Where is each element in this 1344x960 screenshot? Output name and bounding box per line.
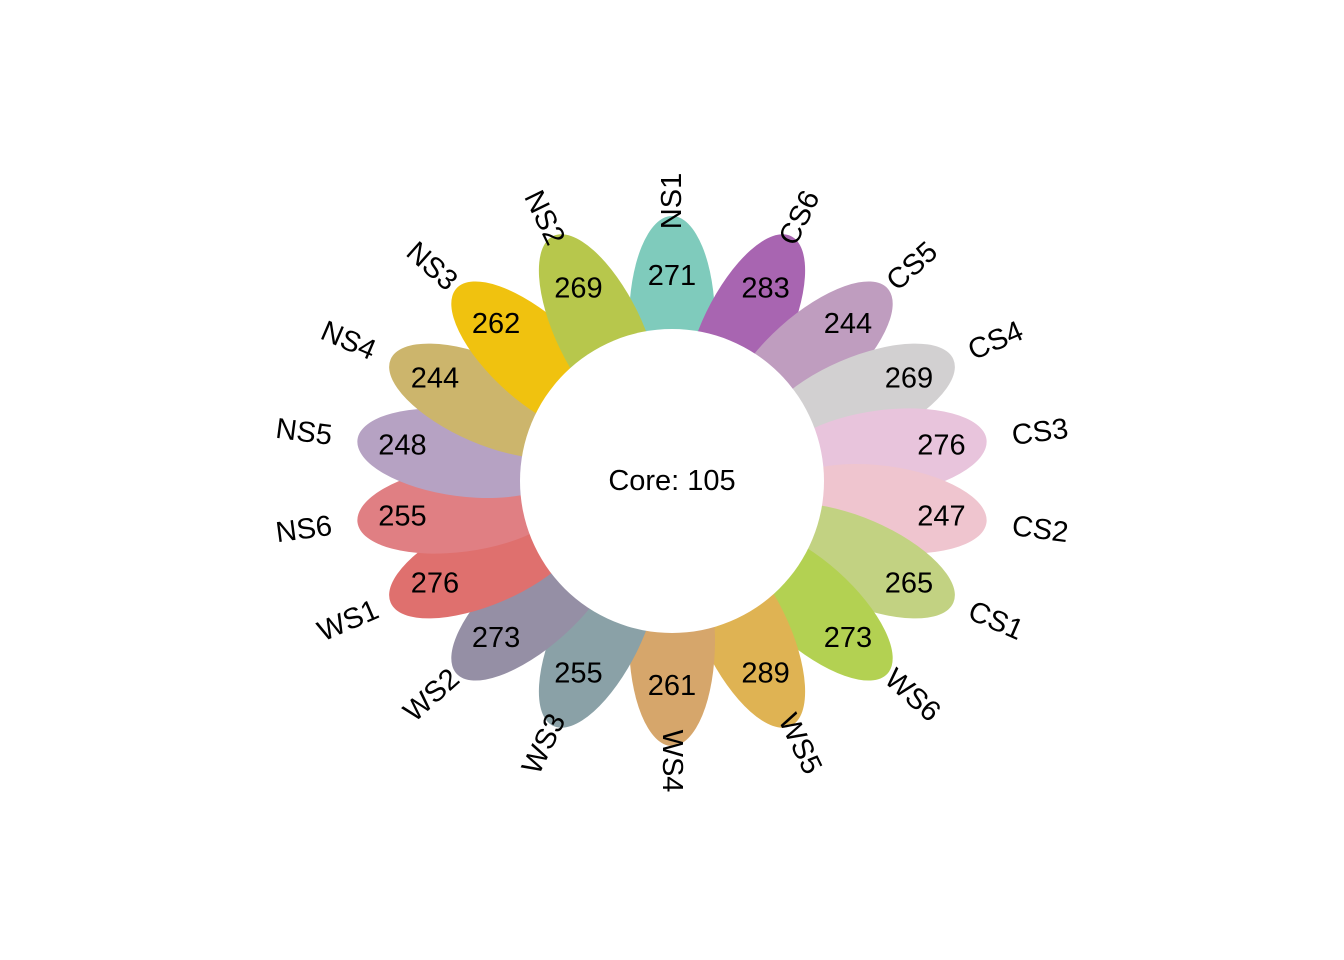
petal-label-cs6: CS6 <box>773 186 826 251</box>
petal-value-ns5: 248 <box>378 429 426 461</box>
petal-value-ws4: 261 <box>648 670 696 702</box>
core-label: Core: 105 <box>608 465 735 497</box>
petal-value-ws2: 273 <box>472 622 520 654</box>
petal-value-ns2: 269 <box>554 272 602 304</box>
petal-label-ns4: NS4 <box>316 315 380 367</box>
petal-value-ns4: 244 <box>411 363 459 395</box>
petal-label-ns5: NS5 <box>274 413 334 452</box>
petal-value-cs3: 276 <box>917 429 965 461</box>
petal-label-ws5: WS5 <box>772 709 828 780</box>
petal-label-cs1: CS1 <box>963 595 1027 647</box>
petal-value-ws1: 276 <box>411 568 459 600</box>
petal-label-cs5: CS5 <box>881 236 944 297</box>
petal-value-ns6: 255 <box>378 501 426 533</box>
petal-label-ws3: WS3 <box>516 709 572 780</box>
petal-label-ns6: NS6 <box>274 510 334 549</box>
petal-value-cs4: 269 <box>885 363 933 395</box>
petal-label-ws1: WS1 <box>313 594 383 648</box>
petal-value-cs2: 247 <box>917 501 965 533</box>
petal-label-ns1: NS1 <box>656 173 688 229</box>
petal-value-cs5: 244 <box>824 308 872 340</box>
petal-value-ns1: 271 <box>648 260 696 292</box>
values-layer: 271 283 244 269 276 247 265 273 289 261 255 273 276 2… <box>378 260 965 702</box>
petal-value-ns3: 262 <box>472 308 520 340</box>
petal-label-cs4: CS4 <box>963 315 1027 367</box>
petal-label-cs2: CS2 <box>1010 510 1070 549</box>
petal-label-ws4: WS4 <box>656 730 688 793</box>
petal-value-cs1: 265 <box>885 568 933 600</box>
petal-value-ws5: 289 <box>741 658 789 690</box>
petal-label-cs3: CS3 <box>1010 413 1070 452</box>
petal-value-ws6: 273 <box>824 622 872 654</box>
petal-value-ws3: 255 <box>554 658 602 690</box>
petal-value-cs6: 283 <box>741 272 789 304</box>
core-circle <box>520 329 824 633</box>
petal-label-ns3: NS3 <box>400 236 463 297</box>
